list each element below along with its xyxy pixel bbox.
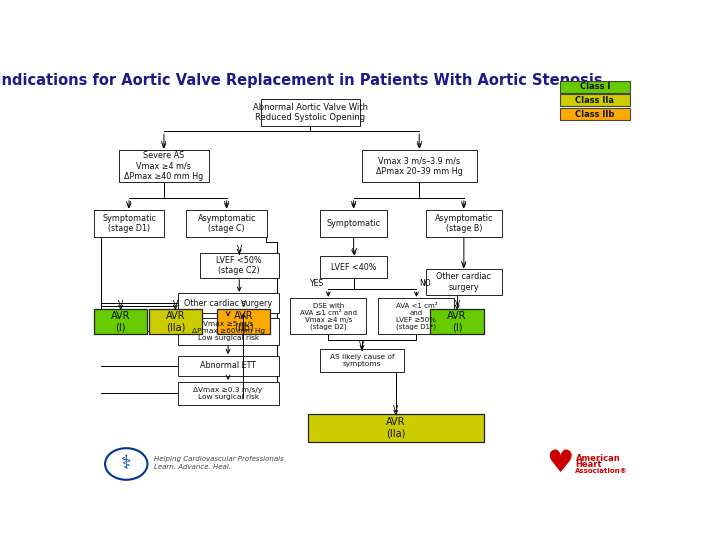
FancyBboxPatch shape — [148, 309, 202, 334]
Text: Indications for Aortic Valve Replacement in Patients With Aortic Stenosis: Indications for Aortic Valve Replacement… — [0, 73, 603, 88]
Text: Asymptomatic
(stage C): Asymptomatic (stage C) — [197, 213, 256, 233]
Text: V: V — [161, 141, 166, 151]
Text: Other cardiac surgery: Other cardiac surgery — [184, 299, 272, 308]
FancyBboxPatch shape — [320, 256, 387, 278]
FancyBboxPatch shape — [560, 94, 629, 106]
FancyBboxPatch shape — [178, 356, 279, 376]
Text: Class IIb: Class IIb — [575, 110, 615, 119]
FancyBboxPatch shape — [320, 349, 404, 372]
Text: ⚕: ⚕ — [121, 455, 132, 474]
Text: YES: YES — [310, 279, 324, 288]
FancyBboxPatch shape — [307, 414, 484, 442]
FancyBboxPatch shape — [178, 318, 279, 345]
Text: V: V — [393, 405, 398, 414]
Text: Symptomatic
(stage D1): Symptomatic (stage D1) — [102, 213, 156, 233]
Text: V: V — [352, 248, 357, 258]
Text: Heart: Heart — [575, 460, 602, 469]
Text: V: V — [118, 300, 123, 309]
Text: V: V — [359, 341, 364, 350]
Text: NO: NO — [419, 279, 431, 288]
FancyBboxPatch shape — [217, 309, 270, 334]
Text: V: V — [351, 201, 356, 210]
Text: Other cardiac
surgery: Other cardiac surgery — [436, 272, 491, 292]
Text: Abnormal ETT: Abnormal ETT — [200, 361, 256, 370]
Text: Learn. Advance. Heal.: Learn. Advance. Heal. — [154, 464, 231, 470]
FancyBboxPatch shape — [320, 210, 387, 237]
Text: Helping Cardiovascular Professionals: Helping Cardiovascular Professionals — [154, 456, 284, 462]
Text: AVR
(I): AVR (I) — [111, 310, 130, 332]
FancyBboxPatch shape — [186, 210, 267, 237]
FancyBboxPatch shape — [426, 210, 502, 237]
Text: V: V — [462, 261, 467, 270]
FancyBboxPatch shape — [178, 382, 279, 405]
Text: Class I: Class I — [580, 82, 610, 91]
FancyBboxPatch shape — [261, 99, 359, 126]
Text: Class IIa: Class IIa — [575, 96, 614, 105]
Text: Symptomatic: Symptomatic — [327, 219, 381, 228]
Text: V: V — [237, 245, 242, 254]
FancyBboxPatch shape — [178, 294, 279, 313]
Text: Vmax 3 m/s–3.9 m/s
ΔPmax 20–39 mm Hg: Vmax 3 m/s–3.9 m/s ΔPmax 20–39 mm Hg — [376, 157, 462, 176]
Text: AVR
(IIb): AVR (IIb) — [233, 310, 253, 332]
FancyBboxPatch shape — [94, 210, 164, 237]
FancyBboxPatch shape — [94, 309, 148, 334]
FancyBboxPatch shape — [361, 150, 477, 183]
Text: LVEF <50%
(stage C2): LVEF <50% (stage C2) — [217, 256, 262, 275]
Text: AVR
(IIa): AVR (IIa) — [386, 417, 405, 438]
Text: V: V — [417, 141, 422, 151]
Text: Abnormal Aortic Valve With
Reduced Systolic Opening: Abnormal Aortic Valve With Reduced Systo… — [253, 103, 368, 123]
Text: V: V — [224, 201, 230, 210]
FancyBboxPatch shape — [290, 299, 366, 334]
FancyBboxPatch shape — [200, 253, 279, 278]
FancyBboxPatch shape — [431, 309, 484, 334]
Text: AVA <1 cm²
and
LVEF ≥50%
(stage D1*): AVA <1 cm² and LVEF ≥50% (stage D1*) — [395, 302, 437, 330]
Text: Association®: Association® — [575, 468, 628, 474]
Text: American: American — [575, 455, 620, 463]
FancyBboxPatch shape — [560, 108, 629, 120]
FancyBboxPatch shape — [119, 150, 209, 183]
FancyBboxPatch shape — [379, 299, 454, 334]
Text: AS likely cause of
symptoms: AS likely cause of symptoms — [330, 354, 395, 367]
Text: DSE with
AVA ≤1 cm² and
Vmax ≥4 m/s
(stage D2): DSE with AVA ≤1 cm² and Vmax ≥4 m/s (sta… — [300, 302, 357, 330]
Text: V: V — [173, 300, 178, 309]
Text: LVEF <40%: LVEF <40% — [331, 263, 377, 272]
Text: V: V — [454, 300, 460, 309]
Text: ♥: ♥ — [546, 449, 574, 478]
Text: Severe AS
Vmax ≥4 m/s
ΔPmax ≥40 mm Hg: Severe AS Vmax ≥4 m/s ΔPmax ≥40 mm Hg — [125, 151, 204, 181]
Text: V: V — [462, 201, 467, 210]
Text: AVR
(I): AVR (I) — [447, 310, 467, 332]
Text: AVR
(IIa): AVR (IIa) — [166, 310, 185, 332]
Text: Vmax ≥5 m/s
ΔPmax ≥60 mm Hg
Low surgical risk: Vmax ≥5 m/s ΔPmax ≥60 mm Hg Low surgical… — [192, 321, 265, 341]
Text: Asymptomatic
(stage B): Asymptomatic (stage B) — [435, 213, 493, 233]
Text: V: V — [240, 300, 246, 309]
FancyBboxPatch shape — [426, 269, 502, 295]
Text: ΔVmax ≥0.3 m/s/y
Low surgical risk: ΔVmax ≥0.3 m/s/y Low surgical risk — [194, 387, 263, 400]
Text: V: V — [127, 201, 132, 210]
FancyBboxPatch shape — [560, 80, 629, 93]
